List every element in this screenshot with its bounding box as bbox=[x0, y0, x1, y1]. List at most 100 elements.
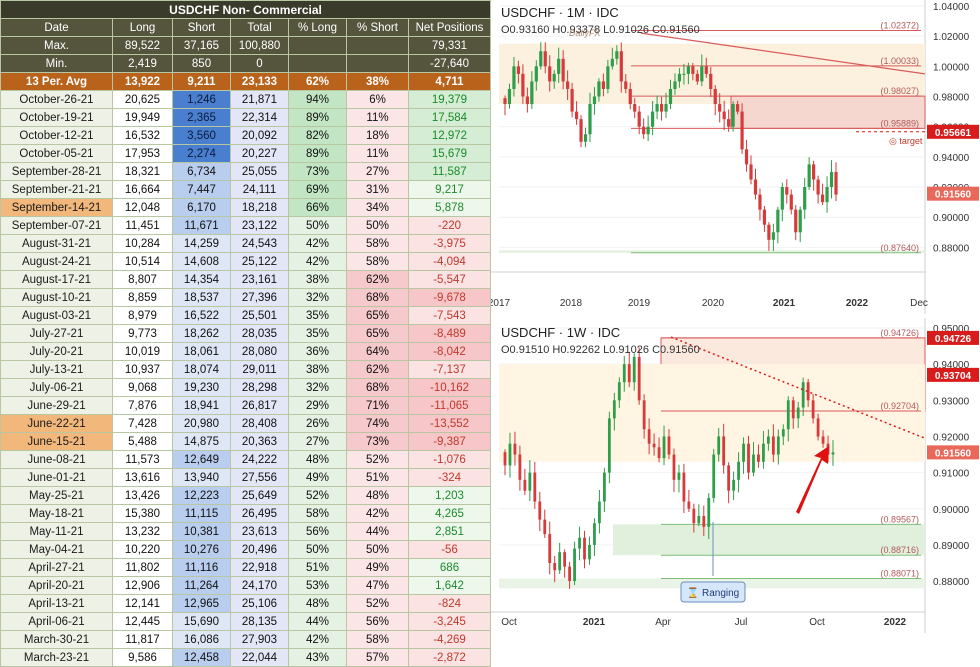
level-label: (0.94726) bbox=[880, 328, 919, 338]
cell-short: 12,649 bbox=[172, 450, 231, 469]
cell-long: 11,802 bbox=[112, 558, 173, 577]
cell-total: 22,918 bbox=[230, 558, 289, 577]
cell-short: 13,940 bbox=[172, 468, 231, 487]
y-tick-label: 0.91000 bbox=[933, 469, 970, 480]
cell-pct-long: 29% bbox=[288, 396, 347, 415]
cell-pct-short: 65% bbox=[346, 306, 409, 325]
max-net: 79,331 bbox=[407, 36, 492, 55]
level-label: (0.98027) bbox=[880, 86, 919, 96]
y-tick-label: 1.00000 bbox=[933, 62, 970, 73]
cell-total: 23,161 bbox=[230, 270, 289, 289]
cell-net: -2,872 bbox=[407, 648, 492, 667]
cell-pct-short: 27% bbox=[346, 162, 409, 181]
cell-pct-long: 32% bbox=[288, 378, 347, 397]
candle-body bbox=[796, 407, 800, 419]
table-row: October-19-21 19,949 2,365 22,314 89% 11% 17,5… bbox=[0, 108, 492, 127]
level-label: (0.87640) bbox=[880, 243, 919, 253]
target-label: ◎ target bbox=[889, 136, 923, 146]
cell-short: 14,354 bbox=[172, 270, 231, 289]
monthly-chart-title: USDCHF · 1M · IDC bbox=[501, 5, 619, 20]
table-row: April-13-21 12,141 12,965 25,106 48% 52% -824 bbox=[0, 594, 492, 613]
candle-body bbox=[677, 472, 681, 480]
avg-net: 4,711 bbox=[407, 72, 492, 91]
candle-body bbox=[737, 461, 740, 480]
cell-short: 3,560 bbox=[172, 126, 231, 145]
table-title: USDCHF Non- Commercial bbox=[0, 0, 492, 19]
cell-short: 18,537 bbox=[172, 288, 231, 307]
cell-pct-long: 49% bbox=[288, 468, 347, 487]
table-row: September-14-21 12,048 6,170 18,218 66% 34% 5,… bbox=[0, 198, 492, 217]
trendline bbox=[640, 32, 926, 75]
cell-net: -3,975 bbox=[407, 234, 492, 253]
cell-pct-long: 94% bbox=[288, 90, 347, 109]
candle-body bbox=[677, 73, 682, 82]
cell-pct-short: 47% bbox=[346, 576, 409, 595]
cell-date: June-22-21 bbox=[0, 414, 113, 433]
cell-pct-short: 68% bbox=[346, 288, 409, 307]
cell-short: 11,264 bbox=[172, 576, 231, 595]
cell-date: September-07-21 bbox=[0, 216, 113, 235]
weekly-chart-title: USDCHF · 1W · IDC bbox=[501, 325, 620, 340]
candle-body bbox=[806, 382, 810, 401]
x-tick-label: Oct bbox=[809, 617, 825, 628]
cell-pct-long: 42% bbox=[288, 234, 347, 253]
cell-net: -4,094 bbox=[407, 252, 492, 271]
candle-body bbox=[615, 51, 619, 59]
monthly-candlestick-chart[interactable]: 1.040001.020001.000000.980000.960000.940… bbox=[491, 0, 980, 314]
candle-body bbox=[713, 88, 717, 105]
candle-body bbox=[583, 537, 586, 560]
y-tick-label: 0.98000 bbox=[933, 93, 970, 104]
cell-short: 11,115 bbox=[172, 504, 231, 523]
level-label: (0.92704) bbox=[880, 401, 919, 411]
cell-long: 10,019 bbox=[112, 342, 173, 361]
cell-pct-long: 69% bbox=[288, 180, 347, 199]
table-row: July-06-21 9,068 19,230 28,298 32% 68% -10,162 bbox=[0, 378, 492, 397]
cell-net: 19,379 bbox=[407, 90, 492, 109]
x-tick-label: Dec bbox=[910, 298, 928, 309]
cell-total: 18,218 bbox=[230, 198, 289, 217]
avg-pct-short: 38% bbox=[346, 72, 409, 91]
candle-body bbox=[573, 548, 576, 582]
y-tick-label: 0.94000 bbox=[933, 360, 970, 371]
cell-pct-short: 73% bbox=[346, 432, 409, 451]
cot-table: USDCHF Non- Commercial Date Long Short T… bbox=[0, 0, 492, 667]
table-row: March-23-21 9,586 12,458 22,044 43% 57% -2,872 bbox=[0, 648, 492, 667]
candle-body bbox=[539, 51, 543, 67]
cell-net: 17,584 bbox=[407, 108, 492, 127]
max-total: 100,880 bbox=[230, 36, 289, 55]
shaded-zone bbox=[613, 524, 925, 556]
ranging-callout-label: ⌛ Ranging bbox=[687, 586, 739, 599]
cell-net: 15,679 bbox=[407, 144, 492, 163]
cell-date: April-20-21 bbox=[0, 576, 113, 595]
cell-pct-short: 62% bbox=[346, 360, 409, 379]
cell-long: 11,573 bbox=[112, 450, 173, 469]
cell-net: -56 bbox=[407, 540, 492, 559]
cell-pct-short: 49% bbox=[346, 558, 409, 577]
candle-body bbox=[657, 447, 661, 459]
candle-body bbox=[712, 454, 716, 498]
cell-date: June-29-21 bbox=[0, 396, 113, 415]
min-label: Min. bbox=[0, 54, 113, 73]
cell-long: 9,586 bbox=[112, 648, 173, 667]
cell-net: 4,265 bbox=[407, 504, 492, 523]
candle-body bbox=[637, 111, 641, 127]
table-row: July-20-21 10,019 18,061 28,080 36% 64% -8,042 bbox=[0, 342, 492, 361]
cell-pct-short: 71% bbox=[346, 396, 409, 415]
cell-net: -220 bbox=[407, 216, 492, 235]
cell-total: 22,044 bbox=[230, 648, 289, 667]
candle-body bbox=[534, 66, 538, 82]
candle-body bbox=[727, 465, 731, 491]
candle-body bbox=[548, 66, 552, 82]
candle-body bbox=[563, 552, 567, 567]
cell-short: 19,230 bbox=[172, 378, 231, 397]
avg-long: 13,922 bbox=[112, 72, 173, 91]
candle-body bbox=[561, 58, 565, 82]
cell-net: -324 bbox=[407, 468, 492, 487]
cell-pct-short: 64% bbox=[346, 342, 409, 361]
candle-body bbox=[794, 209, 798, 233]
cell-short: 14,608 bbox=[172, 252, 231, 271]
cell-short: 6,734 bbox=[172, 162, 231, 181]
weekly-candlestick-chart[interactable]: 0.95000 0.94000 0.93000 0.92000 0.91000 0.900… bbox=[491, 318, 980, 633]
cell-total: 22,314 bbox=[230, 108, 289, 127]
cell-date: October-05-21 bbox=[0, 144, 113, 163]
